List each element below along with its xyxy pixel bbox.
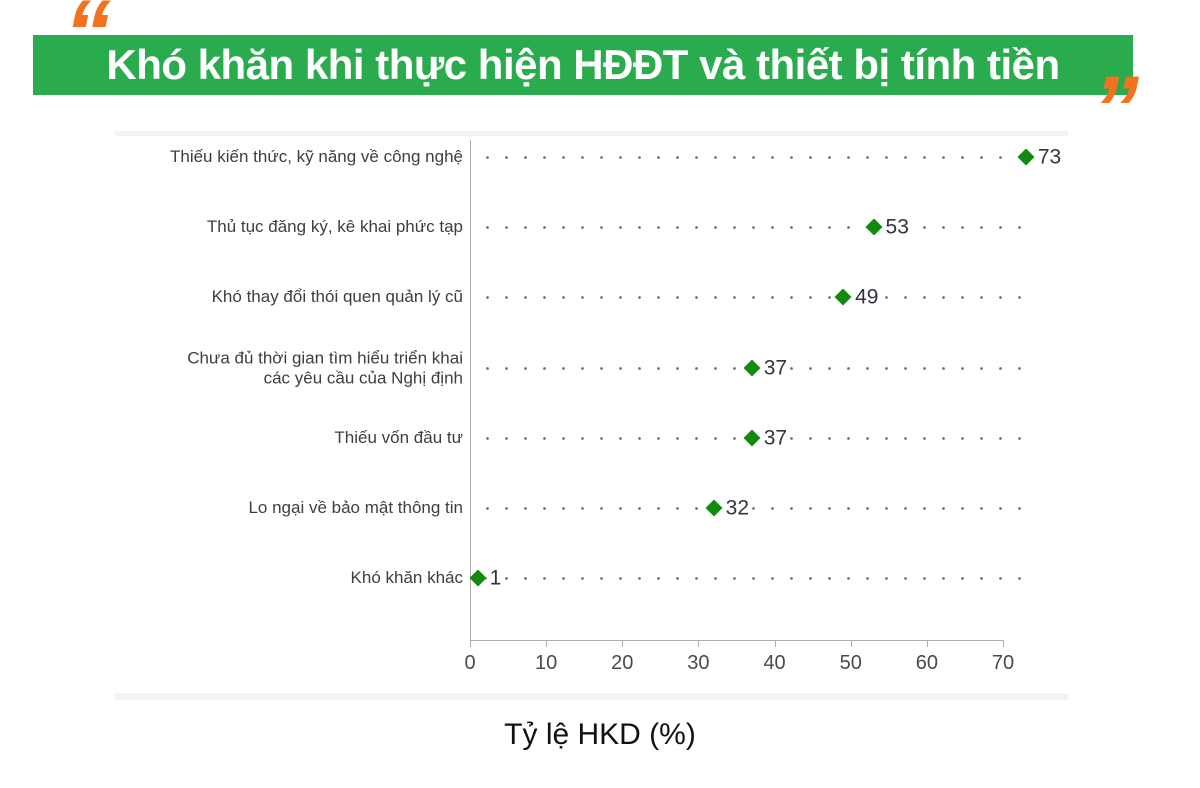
axis-tick [850,640,852,647]
page-title: Khó khăn khi thực hiện HĐĐT và thiết bị … [106,41,1060,88]
guide-dots [478,226,1030,229]
axis-tick [926,640,928,647]
axis-tick-label: 20 [611,652,634,674]
axis-tick [698,640,700,647]
value-label: 53 [882,215,912,239]
value-label: 1 [486,566,505,590]
category-label: Thủ tục đăng ký, kê khai phức tạp [206,217,463,237]
value-label: 73 [1034,145,1065,169]
axis-tick [774,640,776,647]
title-banner: Khó khăn khi thực hiện HĐĐT và thiết bị … [33,35,1133,95]
diamond-marker [743,429,761,447]
category-label: Chưa đủ thời gian tìm hiểu triển khai cá… [187,348,463,387]
value-label: 37 [760,426,791,450]
axis-tick-label: 30 [687,652,710,674]
guide-dots [478,296,1030,299]
y-axis-line [470,140,471,640]
x-axis-line [470,640,1004,641]
axis-tick-label: 70 [991,652,1015,674]
diamond-marker [834,288,852,306]
chart-top-border [115,131,1068,136]
x-axis-title: Tỷ lệ HKD (%) [504,718,696,751]
chart-bottom-border [115,693,1068,700]
value-label: 49 [852,285,882,309]
guide-dots [478,507,1030,510]
axis-tick [1003,640,1004,647]
diamond-marker [743,359,761,377]
axis-tick [470,640,471,647]
diamond-marker [705,499,723,517]
guide-dots [478,156,1014,159]
category-label: Thiếu vốn đầu tư [334,428,463,448]
axis-tick-label: 10 [535,652,558,674]
axis-tick-label: 60 [915,652,938,674]
diamond-marker [469,569,487,587]
category-label: Khó khăn khác [350,568,463,588]
diamond-marker [865,218,883,236]
axis-tick-label: 40 [763,652,786,674]
axis-tick-label: 50 [839,652,862,674]
axis-tick [622,640,624,647]
category-label: Thiếu kiến thức, kỹ năng về công nghệ [169,147,463,167]
axis-tick-label: 0 [464,652,476,674]
guide-dots [478,577,1030,580]
value-label: 37 [760,356,791,380]
category-label: Khó thay đổi thói quen quản lý cũ [211,287,463,307]
value-label: 32 [722,496,753,520]
diamond-marker [1017,148,1035,166]
category-label: Lo ngại về bảo mật thông tin [248,498,463,518]
axis-tick [546,640,548,647]
